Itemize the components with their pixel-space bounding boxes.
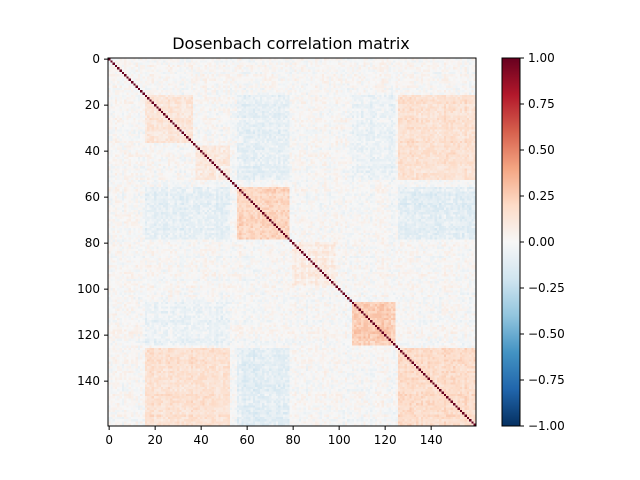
x-tick-label: 120 [374,433,397,447]
colorbar-tick-label: 0.00 [528,235,555,249]
colorbar-tick-label: −1.00 [528,419,565,433]
colorbar-tick-label: −0.75 [528,373,565,387]
y-tick-label: 60 [85,190,100,204]
heatmap-image [108,58,476,426]
x-tick-label: 0 [105,433,113,447]
colorbar-tick-label: 0.75 [528,97,555,111]
colorbar [501,57,521,427]
y-axis: 0 20 40 60 80 100 120 140 [77,52,108,388]
x-tick-label: 80 [286,433,301,447]
colorbar-tick-label: 1.00 [528,51,555,65]
plot-frame [107,57,477,427]
y-tick-label: 120 [77,328,100,342]
heatmap-matrix [108,58,476,426]
x-tick-label: 60 [240,433,255,447]
colorbar-tick-label: −0.50 [528,327,565,341]
colorbar-tick-label: 0.25 [528,189,555,203]
x-tick-label: 40 [194,433,209,447]
x-tick-label: 20 [148,433,163,447]
x-axis: 0 20 40 60 80 100 120 140 [105,426,443,447]
y-tick-label: 40 [85,144,100,158]
y-tick-label: 80 [85,236,100,250]
colorbar-tick-label: 0.50 [528,143,555,157]
y-tick-label: 0 [92,52,100,66]
x-tick-label: 140 [420,433,443,447]
y-tick-label: 20 [85,98,100,112]
colorbar-tick-label: −0.25 [528,281,565,295]
colorbar-axis: 1.00 0.75 0.50 0.25 0.00 −0.25 −0.50 −0.75 −1.00 [520,51,565,433]
y-tick-label: 140 [77,374,100,388]
x-tick-label: 100 [328,433,351,447]
y-tick-label: 100 [77,282,100,296]
chart-title: Dosenbach correlation matrix [172,34,410,53]
